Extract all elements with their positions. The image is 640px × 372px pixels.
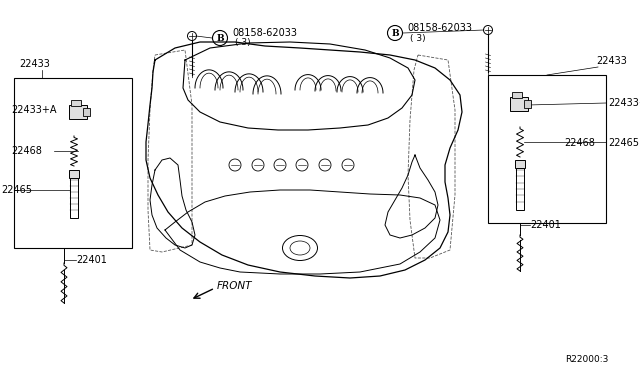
Text: R22000:3: R22000:3 <box>565 356 609 365</box>
Text: ( 3): ( 3) <box>410 33 426 42</box>
Text: 22433+A: 22433+A <box>11 105 56 115</box>
Text: 22433: 22433 <box>19 59 50 69</box>
Text: 22468: 22468 <box>11 146 42 156</box>
Text: 22468: 22468 <box>564 138 595 148</box>
Text: B: B <box>216 34 224 43</box>
Text: 22433: 22433 <box>596 56 627 66</box>
Text: FRONT: FRONT <box>217 281 253 291</box>
Bar <box>14 78 132 248</box>
Bar <box>69 105 87 119</box>
Bar <box>70 178 78 218</box>
Text: ( 3): ( 3) <box>235 38 251 48</box>
Text: 08158-62033: 08158-62033 <box>232 28 297 38</box>
Text: 22465: 22465 <box>1 185 32 195</box>
Bar <box>510 97 528 111</box>
Text: 22433+A: 22433+A <box>608 98 640 108</box>
Text: 22465: 22465 <box>608 138 639 148</box>
Bar <box>512 92 522 98</box>
Text: 22401: 22401 <box>530 220 561 230</box>
Bar <box>524 100 531 108</box>
Bar <box>69 170 79 178</box>
Bar <box>71 100 81 106</box>
Text: 22401: 22401 <box>76 255 107 265</box>
Text: 08158-62033: 08158-62033 <box>407 23 472 33</box>
Bar <box>83 108 90 116</box>
Bar <box>516 168 524 210</box>
Bar <box>488 75 606 223</box>
Bar <box>515 160 525 168</box>
Text: B: B <box>391 29 399 38</box>
